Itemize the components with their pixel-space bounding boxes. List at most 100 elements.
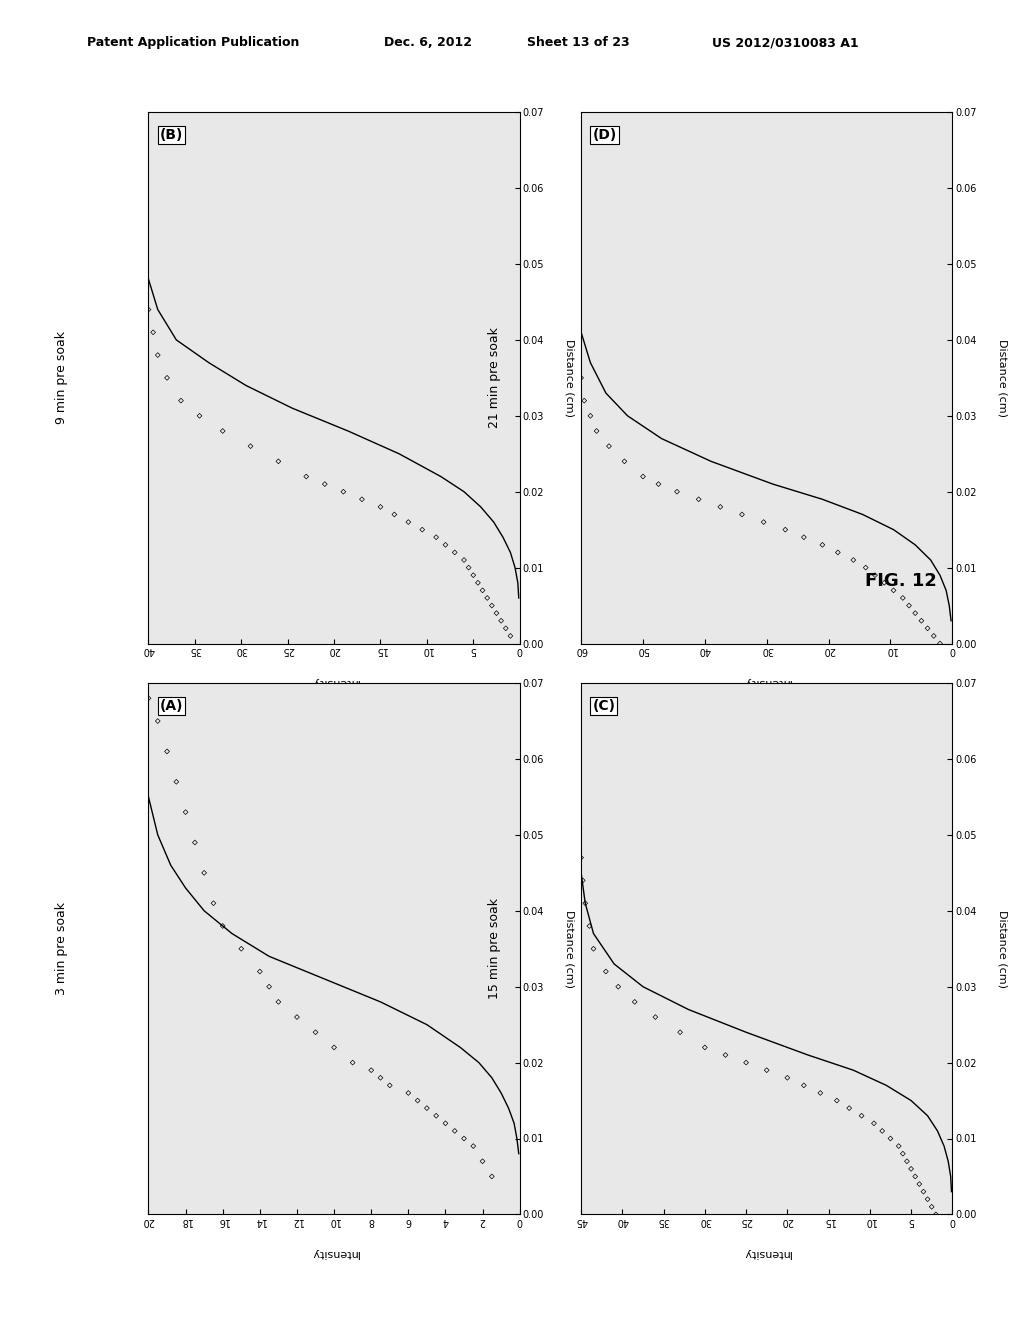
Point <box>373 496 389 517</box>
Point <box>573 367 590 388</box>
Y-axis label: Distance (cm): Distance (cm) <box>564 339 574 417</box>
Point <box>252 961 268 982</box>
X-axis label: Intensity: Intensity <box>310 677 358 688</box>
Point <box>150 710 166 731</box>
Text: Patent Application Publication: Patent Application Publication <box>87 36 299 49</box>
Point <box>493 610 509 631</box>
Point <box>583 405 599 426</box>
Point <box>562 124 579 145</box>
Point <box>298 466 314 487</box>
Point <box>191 405 208 426</box>
Point <box>437 535 454 556</box>
Point <box>874 1121 891 1142</box>
Point <box>456 1127 472 1148</box>
Point <box>598 961 614 982</box>
Text: FIG. 12: FIG. 12 <box>865 572 937 590</box>
Point <box>796 527 812 548</box>
Point <box>456 549 472 570</box>
Point <box>133 124 150 145</box>
Point <box>136 246 153 267</box>
Point <box>568 322 585 343</box>
Point <box>669 482 685 503</box>
Y-axis label: Distance (cm): Distance (cm) <box>564 909 574 987</box>
Point <box>479 587 496 609</box>
Point <box>627 991 643 1012</box>
Point <box>635 466 651 487</box>
Point <box>616 451 633 473</box>
Point <box>586 939 602 960</box>
Point <box>779 1067 796 1088</box>
Point <box>474 1151 490 1172</box>
Point <box>428 1105 444 1126</box>
Point <box>373 1067 389 1088</box>
Point <box>289 1006 305 1027</box>
Point <box>196 862 212 883</box>
Point <box>353 488 370 510</box>
Point <box>903 1159 920 1180</box>
Point <box>177 801 194 822</box>
Point <box>712 496 728 517</box>
Point <box>571 817 588 838</box>
Point <box>895 587 911 609</box>
Point <box>569 345 586 366</box>
Point <box>140 688 157 709</box>
Point <box>589 421 605 442</box>
Point <box>924 1196 940 1217</box>
Point <box>270 991 287 1012</box>
Point <box>932 634 948 655</box>
Point <box>650 474 667 495</box>
Text: (A): (A) <box>160 700 183 713</box>
Y-axis label: Distance (cm): Distance (cm) <box>997 339 1008 417</box>
Text: US 2012/0310083 A1: US 2012/0310083 A1 <box>712 36 858 49</box>
Point <box>857 557 873 578</box>
Point <box>498 618 514 639</box>
Point <box>568 756 585 777</box>
Point <box>437 1113 454 1134</box>
Point <box>915 1181 932 1203</box>
X-axis label: Intensity: Intensity <box>742 1247 791 1258</box>
Point <box>866 565 883 586</box>
Point <box>135 185 152 206</box>
Point <box>690 488 707 510</box>
Text: 9 min pre soak: 9 min pre soak <box>55 331 68 424</box>
Point <box>845 549 861 570</box>
Point <box>672 1022 688 1043</box>
Point <box>573 847 590 869</box>
Text: (C): (C) <box>592 700 615 713</box>
Point <box>567 696 584 717</box>
Point <box>911 1173 928 1195</box>
Point <box>474 579 490 601</box>
Point <box>891 1135 907 1156</box>
Point <box>895 1143 911 1164</box>
Point <box>577 391 593 412</box>
X-axis label: Intensity: Intensity <box>310 1247 358 1258</box>
Point <box>610 977 627 998</box>
Point <box>812 1082 828 1104</box>
X-axis label: Intensity: Intensity <box>742 677 791 688</box>
Point <box>756 512 772 533</box>
Point <box>926 626 942 647</box>
Point <box>326 1038 342 1059</box>
Point <box>901 595 918 616</box>
Point <box>777 519 794 540</box>
Point <box>578 892 594 913</box>
Point <box>841 1098 857 1119</box>
Point <box>483 595 500 616</box>
Point <box>565 276 582 297</box>
Point <box>135 215 152 236</box>
Point <box>899 1151 915 1172</box>
Text: Sheet 13 of 23: Sheet 13 of 23 <box>527 36 630 49</box>
Point <box>470 573 486 594</box>
Point <box>150 345 166 366</box>
Text: Dec. 6, 2012: Dec. 6, 2012 <box>384 36 472 49</box>
Point <box>173 391 189 412</box>
Text: 15 min pre soak: 15 min pre soak <box>487 898 501 999</box>
Point <box>920 1189 936 1209</box>
Point <box>647 1006 664 1027</box>
Point <box>569 787 586 808</box>
Point <box>829 543 846 564</box>
Point <box>465 1135 481 1156</box>
Point <box>316 474 333 495</box>
Point <box>134 154 151 176</box>
Point <box>386 504 402 525</box>
